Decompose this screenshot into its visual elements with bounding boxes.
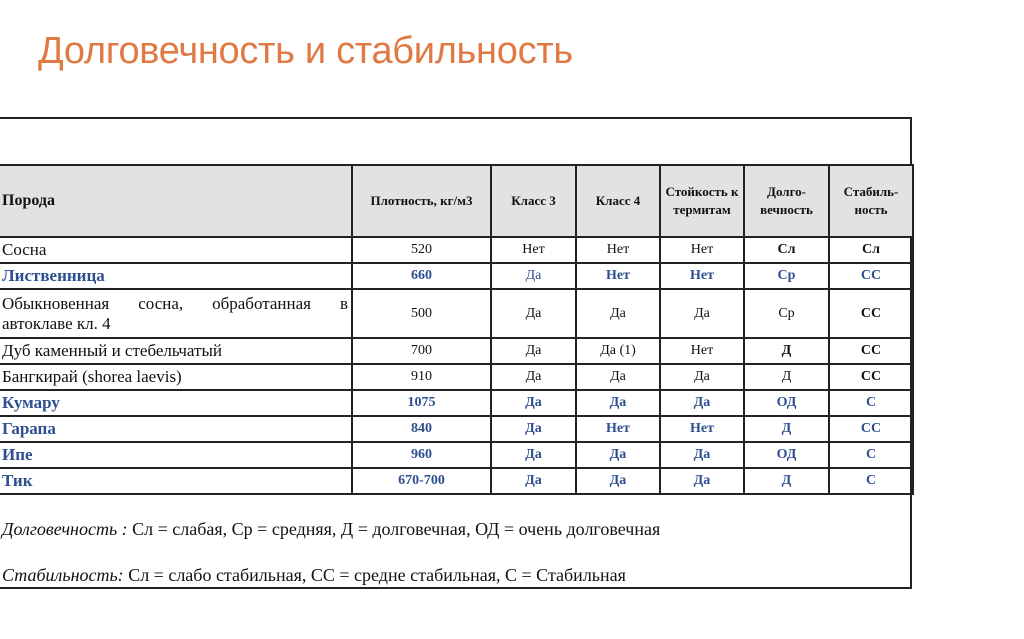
column-header: Стабиль-ность (828, 164, 914, 238)
table-row: Бангкирай (shorea laevis) 910 Да Да Да Д СС (0, 363, 914, 391)
table-cell: Да (575, 389, 661, 417)
stability-legend-label: Стабильность: (2, 565, 124, 585)
species-cell: Тик (0, 467, 353, 495)
table-row: Гарапа 840 Да Нет Нет Д СС (0, 415, 914, 443)
species-cell: Кумару (0, 389, 353, 417)
table-cell: Да (490, 262, 577, 290)
species-cell: Обыкновенная сосна, обработанная в авток… (0, 288, 353, 339)
species-cell: Бангкирай (shorea laevis) (0, 363, 353, 391)
column-header: Класс 3 (490, 164, 577, 238)
table-cell: Д (743, 415, 830, 443)
table-cell: Ср (743, 262, 830, 290)
table-cell: Д (743, 337, 830, 365)
table-cell: 660 (351, 262, 492, 290)
durability-legend-text: Сл = слабая, Ср = средняя, Д = долговечн… (127, 519, 661, 539)
table-cell: Нет (575, 415, 661, 443)
table-header-row: Порода Плотность, кг/м3 Класс 3 Класс 4 Стой… (0, 164, 914, 238)
table-row: Ипе 960 Да Да Да ОД С (0, 441, 914, 469)
table-row: Кумару 1075 Да Да Да ОД С (0, 389, 914, 417)
table-cell: Да (490, 441, 577, 469)
stability-legend: Стабильность: Сл = слабо стабильная, СС … (2, 565, 626, 586)
table-cell: Д (743, 467, 830, 495)
table-row: Обыкновенная сосна, обработанная в авток… (0, 288, 914, 339)
table-cell: Да (490, 389, 577, 417)
table-cell: СС (828, 363, 914, 391)
table-cell: Нет (575, 236, 661, 264)
table-cell: С (828, 467, 914, 495)
table-cell: СС (828, 262, 914, 290)
table-cell: Да (1) (575, 337, 661, 365)
table-row: Сосна 520 Нет Нет Нет Сл Сл (0, 236, 914, 264)
table-row: Лиственница 660 Да Нет Нет Ср СС (0, 262, 914, 290)
durability-legend-label: Долговечность : (2, 519, 128, 539)
table-cell: Сл (828, 236, 914, 264)
species-cell: Ипе (0, 441, 353, 469)
table-row: Дуб каменный и стебельчатый 700 Да Да (1) Не… (0, 337, 914, 365)
table-cell: Да (659, 467, 745, 495)
page-title: Долговечность и стабильность (38, 30, 573, 72)
table-cell: СС (828, 415, 914, 443)
table-cell: Да (575, 288, 661, 339)
table-cell: Ср (743, 288, 830, 339)
table-cell: СС (828, 288, 914, 339)
table-cell: 1075 (351, 389, 492, 417)
table-cell: Да (490, 337, 577, 365)
table-cell: Нет (659, 262, 745, 290)
wood-table: Порода Плотность, кг/м3 Класс 3 Класс 4 Стой… (0, 164, 914, 495)
table-cell: Нет (575, 262, 661, 290)
table-cell: Да (575, 363, 661, 391)
table-cell: Да (490, 363, 577, 391)
table-cell: Да (659, 389, 745, 417)
table-cell: Сл (743, 236, 830, 264)
species-cell: Дуб каменный и стебельчатый (0, 337, 353, 365)
species-cell: Сосна (0, 236, 353, 264)
table-cell: Да (490, 415, 577, 443)
durability-legend: Долговечность : Сл = слабая, Ср = средня… (2, 519, 660, 540)
column-header: Порода (0, 164, 353, 238)
table-cell: Да (575, 467, 661, 495)
table-cell: Нет (659, 415, 745, 443)
table-cell: СС (828, 337, 914, 365)
table-cell: 700 (351, 337, 492, 365)
table-cell: Нет (659, 236, 745, 264)
table-cell: Д (743, 363, 830, 391)
table-cell: ОД (743, 389, 830, 417)
table-cell: 840 (351, 415, 492, 443)
table-cell: 520 (351, 236, 492, 264)
stability-legend-text: Сл = слабо стабильная, СС = средне стаби… (123, 565, 626, 585)
column-header: Класс 4 (575, 164, 661, 238)
table-cell: 670-700 (351, 467, 492, 495)
table-cell: 500 (351, 288, 492, 339)
table-cell: Да (490, 467, 577, 495)
table-cell: С (828, 389, 914, 417)
table-cell: Да (490, 288, 577, 339)
table-cell: ОД (743, 441, 830, 469)
table-cell: Нет (659, 337, 745, 365)
table-cell: 910 (351, 363, 492, 391)
table-cell: Да (575, 441, 661, 469)
column-header: Стойкость к термитам (659, 164, 745, 238)
column-header: Плотность, кг/м3 (351, 164, 492, 238)
column-header: Долго-вечность (743, 164, 830, 238)
table-cell: Да (659, 288, 745, 339)
table-cell: 960 (351, 441, 492, 469)
table-cell: Да (659, 363, 745, 391)
species-cell: Лиственница (0, 262, 353, 290)
table-cell: Да (659, 441, 745, 469)
table-cell: Нет (490, 236, 577, 264)
table-cell: С (828, 441, 914, 469)
table-row: Тик 670-700 Да Да Да Д С (0, 467, 914, 495)
species-cell: Гарапа (0, 415, 353, 443)
